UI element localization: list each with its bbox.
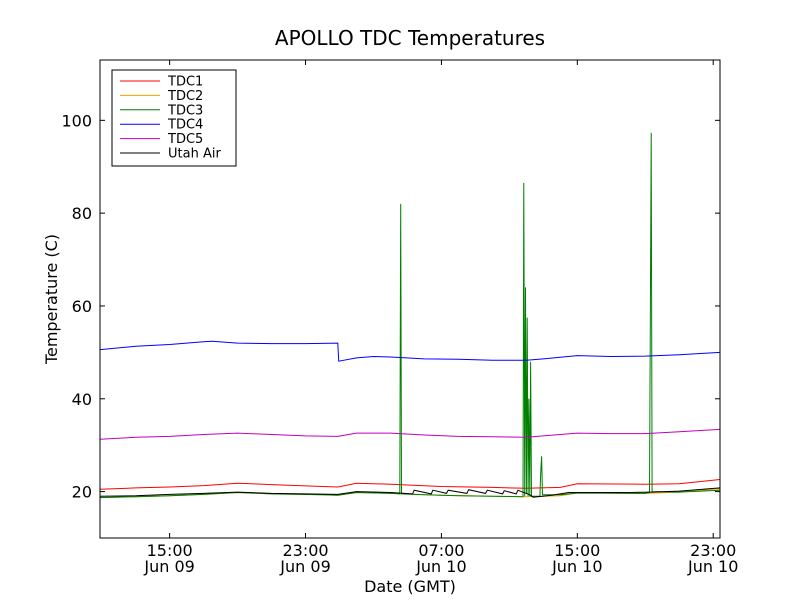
y-tick-label: 40: [72, 390, 92, 409]
x-tick-label-time: 23:00: [690, 541, 736, 560]
legend-label-tdc3: TDC3: [167, 103, 203, 118]
y-axis-title: Temperature (C): [42, 234, 61, 365]
series-line-tdc4: [100, 340, 720, 362]
x-tick-label-date: Jun 09: [143, 557, 194, 576]
chart-title: APOLLO TDC Temperatures: [275, 26, 545, 50]
legend-label-tdc5: TDC5: [167, 132, 203, 147]
series-line-utah-air: [100, 487, 720, 498]
x-tick-label-date: Jun 09: [279, 557, 330, 576]
series-line-tdc1: [100, 479, 720, 490]
plot-frame: [99, 59, 721, 539]
x-tick-label-date: Jun 10: [415, 557, 466, 576]
x-tick-label-time: 15:00: [554, 541, 600, 560]
y-tick-label: 20: [72, 483, 92, 502]
series-layer: [100, 132, 720, 499]
x-axis-title: Date (GMT): [364, 577, 456, 596]
y-tick-label: 60: [72, 297, 92, 316]
legend-label-tdc2: TDC2: [167, 89, 203, 104]
y-tick-label: 80: [72, 204, 92, 223]
x-tick-label-time: 15:00: [147, 541, 193, 560]
x-tick-label-time: 23:00: [282, 541, 328, 560]
series-line-tdc5: [100, 428, 720, 440]
x-tick-label-date: Jun 10: [687, 557, 738, 576]
x-tick-label-date: Jun 10: [551, 557, 602, 576]
x-tick-label-time: 07:00: [418, 541, 464, 560]
legend-label-tdc1: TDC1: [167, 75, 203, 90]
y-tick-label: 100: [61, 111, 92, 130]
series-line-tdc3: [100, 132, 720, 499]
legend-box: [111, 69, 237, 167]
legend-label-tdc4: TDC4: [167, 118, 203, 133]
legend-label-utah-air: Utah Air: [168, 147, 221, 162]
